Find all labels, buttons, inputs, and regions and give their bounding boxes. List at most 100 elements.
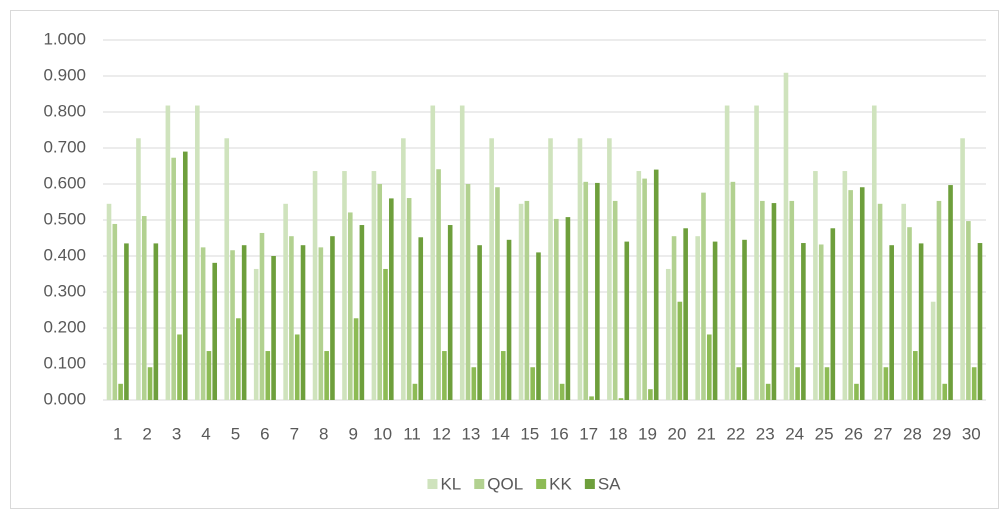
legend-swatch [536, 479, 547, 489]
bar [595, 182, 600, 400]
bar [524, 200, 530, 400]
x-tick-label: 11 [403, 424, 421, 443]
bar [118, 383, 123, 400]
bar [212, 262, 218, 400]
bar [418, 237, 424, 400]
bar [583, 181, 589, 400]
x-tick-label: 22 [726, 424, 745, 443]
bar [459, 105, 465, 401]
bar [347, 212, 353, 400]
bar [436, 169, 441, 400]
bar [283, 203, 288, 400]
bar [259, 232, 265, 400]
bar [948, 185, 953, 400]
bar [289, 236, 294, 400]
y-tick-label: 0.100 [43, 353, 86, 372]
bar [913, 351, 918, 400]
bar [877, 203, 883, 400]
x-tick-label: 20 [667, 424, 686, 443]
y-tick-label: 0.700 [43, 137, 86, 156]
legend-label: KL [440, 474, 461, 493]
y-tick-label: 1.000 [43, 29, 86, 48]
y-tick-label: 0.600 [43, 173, 86, 192]
bar [171, 157, 176, 400]
bar [736, 367, 742, 400]
bar [106, 203, 112, 400]
bar [548, 138, 553, 400]
bar [265, 351, 271, 400]
legend-label: QOL [487, 474, 523, 493]
bar [495, 187, 500, 400]
bar [901, 203, 907, 400]
x-tick-label: 16 [550, 424, 569, 443]
bar [236, 318, 241, 400]
bar [801, 243, 806, 400]
bar [859, 187, 865, 400]
x-tick-label: 24 [785, 424, 804, 443]
bar [760, 200, 765, 400]
bar [712, 241, 718, 400]
bar [624, 241, 630, 400]
x-tick-label: 26 [844, 424, 863, 443]
bar [883, 367, 889, 400]
bar [818, 244, 824, 400]
y-tick-label: 0.800 [43, 101, 86, 120]
bar [966, 221, 971, 400]
bar [383, 268, 388, 400]
x-tick-label: 2 [142, 424, 151, 443]
x-tick-label: 12 [432, 424, 451, 443]
bar [754, 105, 759, 401]
bar [665, 268, 671, 400]
x-tick-label: 15 [520, 424, 539, 443]
bar [253, 268, 259, 400]
bar [842, 171, 848, 400]
bar [112, 223, 118, 400]
bar [271, 256, 276, 400]
bar [889, 245, 894, 400]
bar [765, 383, 771, 400]
x-tick-label: 13 [461, 424, 480, 443]
x-tick-label: 17 [579, 424, 598, 443]
x-tick-label: 5 [231, 424, 240, 443]
bar [871, 105, 877, 401]
bar [936, 200, 942, 400]
bar [147, 367, 153, 400]
x-tick-label: 29 [932, 424, 951, 443]
bar [200, 247, 206, 400]
y-tick-label: 0.400 [43, 245, 86, 264]
y-tick-label: 0.200 [43, 317, 86, 336]
bar [353, 318, 359, 400]
bar [771, 203, 777, 400]
bar [165, 105, 171, 401]
bar [724, 105, 730, 401]
bar [412, 383, 418, 400]
bar [324, 351, 329, 400]
bar [701, 192, 706, 400]
bar [182, 151, 188, 400]
bar [312, 171, 318, 400]
y-tick-label: 0.300 [43, 281, 86, 300]
bar [224, 138, 230, 400]
bar [907, 227, 912, 400]
bar [618, 398, 624, 400]
y-tick-label: 0.900 [43, 65, 86, 84]
bar [442, 351, 447, 400]
bar [642, 178, 647, 400]
bar [695, 236, 700, 400]
bar [506, 239, 512, 400]
y-tick-label: 0.500 [43, 209, 86, 228]
bar [683, 228, 688, 400]
legend-label: KK [549, 474, 572, 493]
bar [971, 367, 977, 400]
bar [671, 236, 677, 400]
bar [559, 383, 565, 400]
x-tick-label: 10 [373, 424, 392, 443]
bar [477, 245, 482, 400]
x-tick-label: 18 [609, 424, 628, 443]
bar [960, 138, 965, 400]
bar [371, 171, 377, 400]
bar [824, 367, 830, 400]
bar [124, 243, 129, 400]
bar [294, 334, 300, 400]
